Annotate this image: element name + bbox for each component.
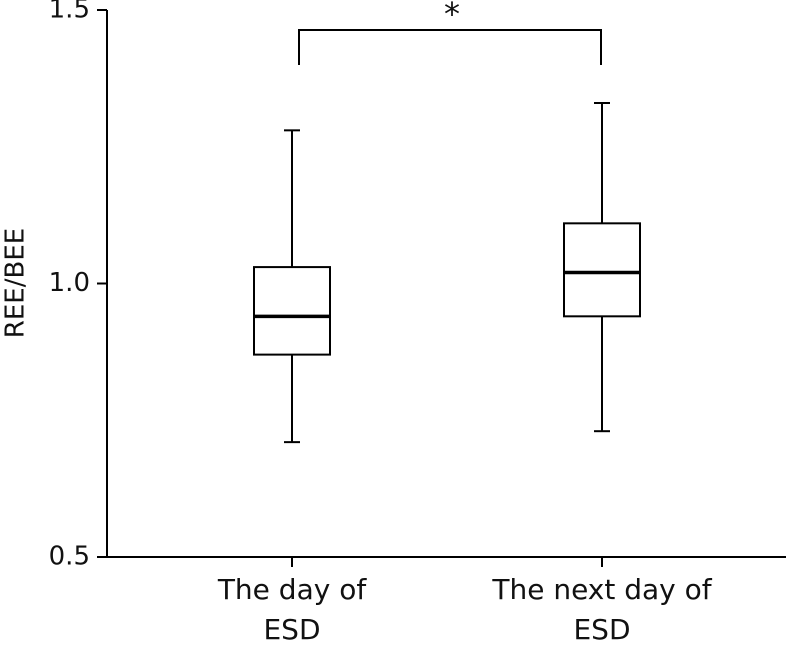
y-tick-label: 1.0: [49, 268, 90, 298]
x-tick-label: The next day of ESD: [492, 573, 712, 646]
chart: REE/BEE * 0.5 1.0 1.5: [1, 0, 786, 572]
significance-bracket: [298, 29, 602, 65]
box: [253, 266, 331, 356]
x-tick-label: The day of ESD: [217, 573, 367, 646]
y-axis-label: REE/BEE: [1, 228, 31, 338]
y-tick-label: 0.5: [49, 542, 90, 572]
significance-marker: *: [444, 0, 460, 33]
y-tick-label: 1.5: [49, 0, 90, 25]
box: [563, 222, 641, 318]
